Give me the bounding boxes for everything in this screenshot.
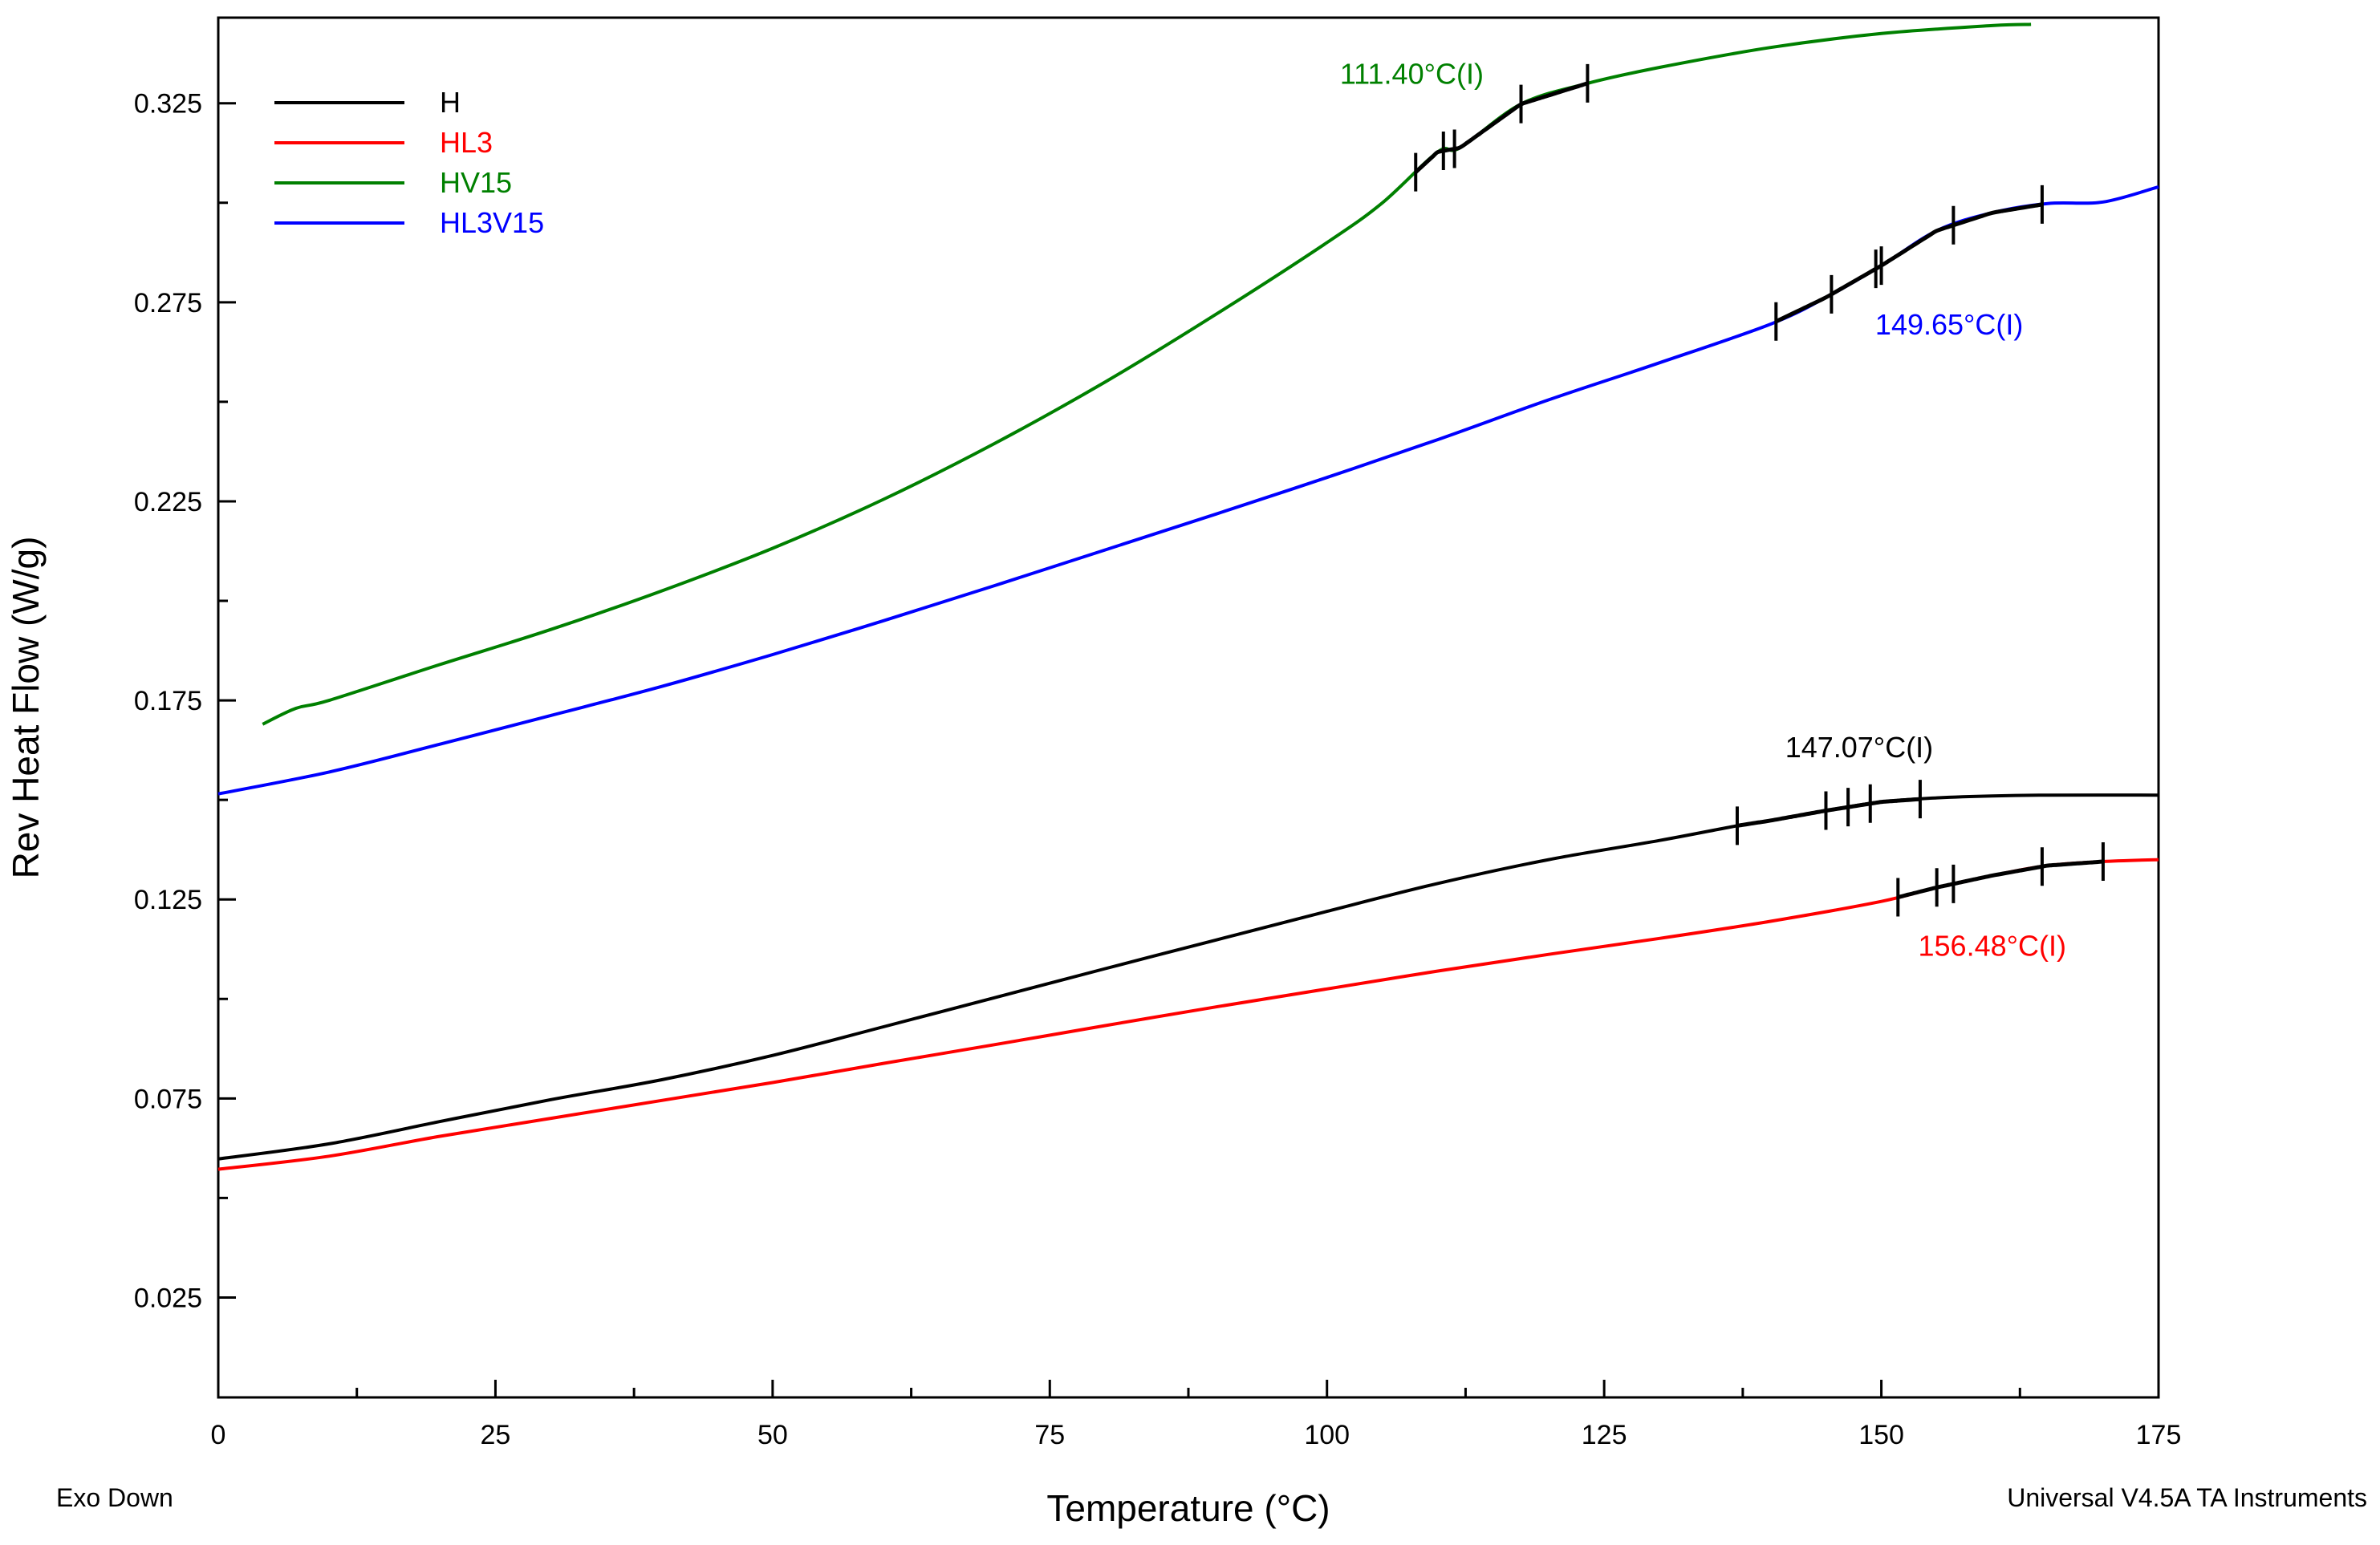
legend-label-h: H: [440, 86, 461, 119]
x-tick-label: 0: [211, 1420, 226, 1450]
legend-label-hl3v15: HL3V15: [440, 206, 544, 239]
series-line-hl3: [217, 858, 2159, 1171]
tick-marks: [217, 102, 2160, 1397]
markers-layer: [1414, 63, 2105, 917]
tick-labels: 0 25 50 75 100 125 150 175 0.025 0.075 0.125 0.175 0…: [134, 89, 2181, 1450]
annotation-hv15: 111.40°C(I): [1340, 57, 1484, 90]
x-tick-label: 25: [481, 1420, 511, 1450]
legend-label-hl3: HL3: [440, 126, 493, 159]
x-tick-label: 150: [1858, 1420, 1904, 1450]
series-line-hv15: [262, 22, 2032, 726]
annotation-hl3: 156.48°C(I): [1919, 929, 2066, 962]
footer-instrument: Universal V4.5A TA Instruments: [2007, 1483, 2367, 1512]
transition-segment-hl3: [1897, 859, 2104, 899]
y-axis-title: Rev Heat Flow (W/g): [5, 537, 47, 879]
y-tick-label: 0.325: [134, 89, 202, 120]
footer-exo-down: Exo Down: [56, 1483, 173, 1512]
y-tick-label: 0.025: [134, 1283, 202, 1313]
annotations: 147.07°C(I) 156.48°C(I) 111.40°C(I) 149.65°…: [1340, 57, 2066, 962]
legend-label-hv15: HV15: [440, 166, 512, 199]
x-tick-label: 50: [757, 1420, 788, 1450]
legend: H HL3 HV15 HL3V15: [274, 86, 544, 239]
transition-segment-hl3v15: [1775, 202, 2043, 324]
x-tick-label: 100: [1304, 1420, 1350, 1450]
x-tick-label: 75: [1034, 1420, 1065, 1450]
series-line-hl3v15: [217, 185, 2159, 796]
y-tick-label: 0.275: [134, 288, 202, 318]
y-tick-label: 0.225: [134, 487, 202, 517]
y-tick-label: 0.125: [134, 885, 202, 915]
y-tick-label: 0.075: [134, 1084, 202, 1114]
series-line-h: [217, 793, 2159, 1161]
x-axis-title: Temperature (°C): [1046, 1487, 1330, 1529]
transition-segment-hv15: [1414, 81, 1589, 174]
y-tick-label: 0.175: [134, 686, 202, 716]
annotation-hl3v15: 149.65°C(I): [1875, 308, 2023, 341]
transition-segment-h: [1736, 797, 1921, 828]
x-tick-label: 175: [2136, 1420, 2182, 1450]
x-tick-label: 125: [1582, 1420, 1627, 1450]
annotation-h: 147.07°C(I): [1785, 731, 1933, 764]
